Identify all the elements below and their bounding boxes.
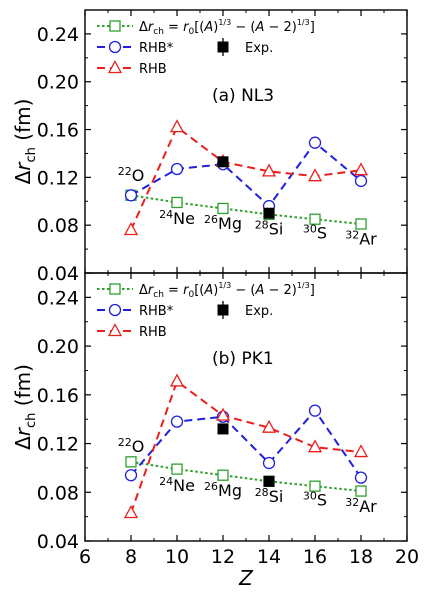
data-point-rhb_star (170, 415, 184, 428)
data-point-rhb_star (124, 469, 138, 482)
x-tick-label: 6 (79, 546, 91, 568)
y-tick-label: 0.24 (37, 24, 79, 46)
y-tick-label: 0.08 (37, 215, 79, 237)
data-point-formula (171, 463, 183, 475)
legend-label-rhb-star: RHB* (139, 41, 174, 56)
data-point-exp (217, 156, 229, 168)
data-point-rhb (353, 444, 369, 458)
nucleus-label: 24Ne (159, 475, 195, 495)
y-tick-label: 0.12 (37, 434, 79, 456)
legend-marker-formula (109, 283, 121, 295)
nucleus-label: 24Ne (159, 208, 195, 228)
data-point-rhb (169, 373, 185, 387)
y-tick-label: 0.16 (37, 385, 79, 407)
x-tick-label: 20 (395, 546, 419, 568)
y-axis-title: Δrch (fm) (11, 99, 39, 185)
y-tick-label: 0.04 (37, 531, 79, 553)
nucleus-label: 30S (303, 222, 327, 242)
nucleus-label: 32Ar (345, 228, 377, 248)
data-point-formula (355, 218, 367, 230)
data-point-formula (217, 469, 229, 481)
y-tick-label: 0.04 (37, 263, 79, 285)
legend: Δrch = r0[(A)1/3 − (A − 2)1/3] RHB* RHB Exp… (97, 281, 315, 340)
nucleus-label: 32Ar (345, 496, 377, 516)
y-tick-label: 0.16 (37, 120, 79, 142)
data-point-rhb (123, 505, 139, 519)
series-line-formula (130, 460, 362, 493)
legend-label-formula: Δrch = r0[(A)1/3 − (A − 2)1/3] (139, 18, 315, 37)
data-point-exp (263, 475, 275, 487)
data-point-rhb_star (354, 174, 368, 188)
legend-marker-rhb (107, 60, 123, 74)
legend-label-formula: Δrch = r0[(A)1/3 − (A − 2)1/3] (139, 281, 315, 300)
y-tick-label: 0.08 (37, 482, 79, 504)
data-point-rhb_star (308, 404, 322, 417)
nucleus-label: 28Si (255, 219, 284, 239)
nucleus-label: 26Mg (204, 480, 242, 500)
panel-a: 0.04 0.08 0.12 0.16 0.20 0.24 Δrch (fm) 22O 24Ne… (11, 9, 408, 285)
data-point-rhb (123, 222, 139, 236)
data-point-formula (217, 202, 229, 215)
legend-marker-rhb-star (108, 303, 122, 317)
data-point-formula (355, 485, 367, 497)
data-point-formula (125, 456, 137, 468)
legend-marker-formula (109, 20, 121, 32)
legend-marker-rhb-star (108, 40, 122, 54)
legend-label-exp: Exp. (245, 41, 273, 56)
legend-label-rhb: RHB (139, 62, 167, 77)
x-tick-label: 18 (349, 546, 373, 568)
data-point-rhb (307, 168, 323, 182)
series-line-rhb (130, 379, 362, 514)
data-point-rhb (169, 119, 185, 133)
y-tick-label: 0.24 (37, 287, 79, 309)
y-tick-label: 0.20 (37, 336, 79, 358)
data-point-rhb (353, 162, 369, 176)
nucleus-label: 28Si (255, 486, 284, 506)
data-point-formula (309, 480, 321, 492)
data-point-exp (217, 423, 229, 435)
data-point-formula (309, 213, 321, 225)
data-point-rhb (261, 419, 277, 433)
series-line-rhb (130, 125, 362, 231)
nucleus-label: 26Mg (204, 213, 242, 233)
nucleus-label: 30S (303, 490, 327, 510)
data-point-rhb (261, 163, 277, 177)
nucleus-label: 22O (118, 436, 145, 456)
x-tick-label: 14 (257, 546, 281, 568)
data-point-rhb_star (170, 162, 184, 176)
legend: Δrch = r0[(A)1/3 − (A − 2)1/3] RHB* RHB Exp… (97, 18, 315, 77)
legend-label-exp: Exp. (245, 304, 273, 319)
y-tick-label: 0.12 (37, 167, 79, 189)
legend-label-rhb: RHB (139, 325, 167, 340)
data-point-formula (171, 196, 183, 209)
data-point-rhb (307, 439, 323, 453)
data-point-rhb_star (308, 136, 322, 149)
legend-label-rhb-star: RHB* (139, 304, 174, 319)
legend-marker-rhb (107, 323, 123, 337)
y-tick-label: 0.20 (37, 72, 79, 94)
series-line-formula (130, 194, 362, 225)
data-point-exp (263, 207, 275, 219)
y-axis-title: Δrch (fm) (11, 364, 39, 450)
data-point-rhb_star (124, 189, 138, 202)
panel-b: 0.04 0.08 0.12 0.16 0.20 0.24 6 8 10 12 14 16 18 20 Δr… (11, 272, 419, 590)
series-line-rhb_star (130, 141, 362, 208)
x-tick-label: 12 (211, 546, 235, 568)
x-tick-label: 16 (303, 546, 327, 568)
panel-label: (a) NL3 (212, 86, 274, 106)
series-line-rhb_star (130, 409, 362, 479)
data-point-rhb_star (354, 471, 368, 484)
data-point-rhb (215, 407, 231, 421)
x-tick-label: 8 (125, 546, 137, 568)
nucleus-label: 22O (118, 165, 145, 185)
x-axis-title: Z (238, 566, 254, 590)
x-tick-label: 10 (165, 546, 189, 568)
panel-label: (b) PK1 (212, 349, 274, 369)
data-point-rhb_star (262, 456, 276, 470)
